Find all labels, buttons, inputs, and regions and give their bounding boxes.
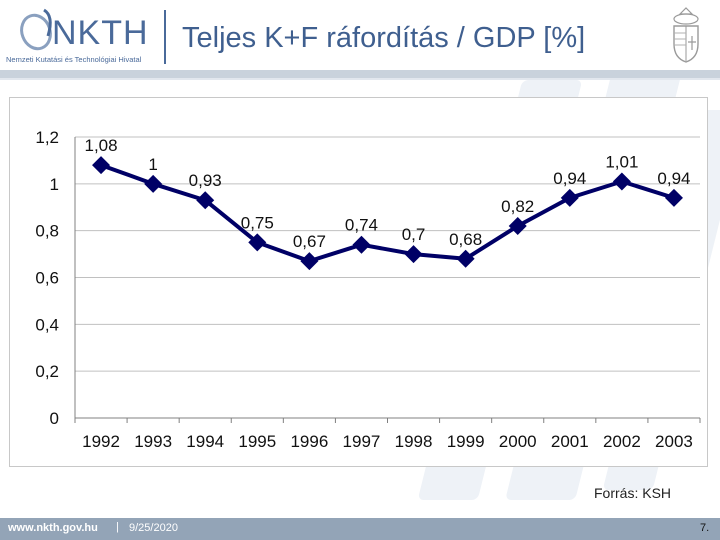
y-tick-label: 0,2 — [35, 362, 59, 381]
data-point-marker — [560, 188, 579, 207]
data-label: 0,94 — [657, 169, 690, 188]
coat-of-arms-icon — [673, 7, 699, 63]
data-label: 0,74 — [345, 216, 378, 235]
y-tick-label: 0,4 — [35, 315, 59, 334]
logo-subtitle: Nemzeti Kutatási és Technológiai Hivatal — [6, 55, 142, 64]
slide-header: NKTH Nemzeti Kutatási és Technológiai Hi… — [0, 0, 720, 70]
data-point-marker — [664, 188, 683, 207]
y-tick-label: 0,6 — [35, 269, 59, 288]
data-label: 0,94 — [553, 169, 586, 188]
data-label: 0,82 — [501, 197, 534, 216]
data-point-marker — [196, 191, 215, 210]
x-tick-label: 1999 — [447, 432, 485, 451]
data-label: 1,08 — [84, 136, 117, 155]
x-tick-label: 1993 — [134, 432, 172, 451]
data-point-marker — [300, 252, 319, 271]
x-tick-label: 1998 — [395, 432, 433, 451]
chart-panel: 0 0,2 0,4 0,6 0,8 1 1,2 1992 1993 1994 1995 1996 199… — [9, 97, 708, 467]
x-tick-label: 1992 — [82, 432, 120, 451]
source-note: Forrás: KSH — [594, 485, 672, 501]
y-tick-label: 0,8 — [35, 222, 59, 241]
footer-date: 9/25/2020 — [129, 522, 178, 534]
data-label: 1 — [148, 155, 157, 174]
data-label: 0,75 — [241, 213, 274, 232]
slide-title: Teljes K+F ráfordítás / GDP [%] — [182, 22, 586, 54]
data-label: 0,7 — [402, 225, 426, 244]
header-divider — [164, 10, 166, 64]
header-rule — [0, 70, 720, 78]
x-tick-label: 2002 — [603, 432, 641, 451]
x-tick-label: 2000 — [499, 432, 537, 451]
x-tick-label: 2001 — [551, 432, 589, 451]
data-point-marker — [404, 245, 423, 264]
data-point-marker — [352, 235, 371, 254]
logo-wordmark: NKTH — [52, 14, 149, 52]
x-tick-label: 2003 — [655, 432, 693, 451]
x-tick-label: 1995 — [238, 432, 276, 451]
slide-footer: www.nkth.gov.hu | 9/25/2020 7. — [0, 518, 720, 540]
data-point-marker — [612, 172, 631, 191]
nkth-logo-icon — [20, 8, 52, 51]
data-label: 0,67 — [293, 232, 326, 251]
data-point-marker — [144, 174, 163, 193]
footer-url: www.nkth.gov.hu — [8, 522, 98, 534]
data-point-marker — [92, 156, 111, 175]
data-point-marker — [456, 249, 475, 268]
x-tick-label: 1996 — [290, 432, 328, 451]
y-tick-label: 1 — [50, 175, 59, 194]
page-number: 7. — [700, 522, 710, 534]
data-label: 0,93 — [189, 171, 222, 190]
series-line — [100, 163, 675, 264]
footer-separator: | — [116, 521, 119, 533]
line-chart: 0 0,2 0,4 0,6 0,8 1 1,2 1992 1993 1994 1995 1996 199… — [35, 128, 701, 451]
y-tick-label: 0 — [50, 409, 59, 428]
y-tick-label: 1,2 — [35, 128, 59, 147]
data-label: 0,68 — [449, 230, 482, 249]
data-label: 1,01 — [605, 152, 638, 171]
data-point-marker — [248, 233, 267, 252]
x-tick-label: 1994 — [186, 432, 224, 451]
x-tick-label: 1997 — [343, 432, 381, 451]
header-rule-light — [0, 78, 720, 80]
